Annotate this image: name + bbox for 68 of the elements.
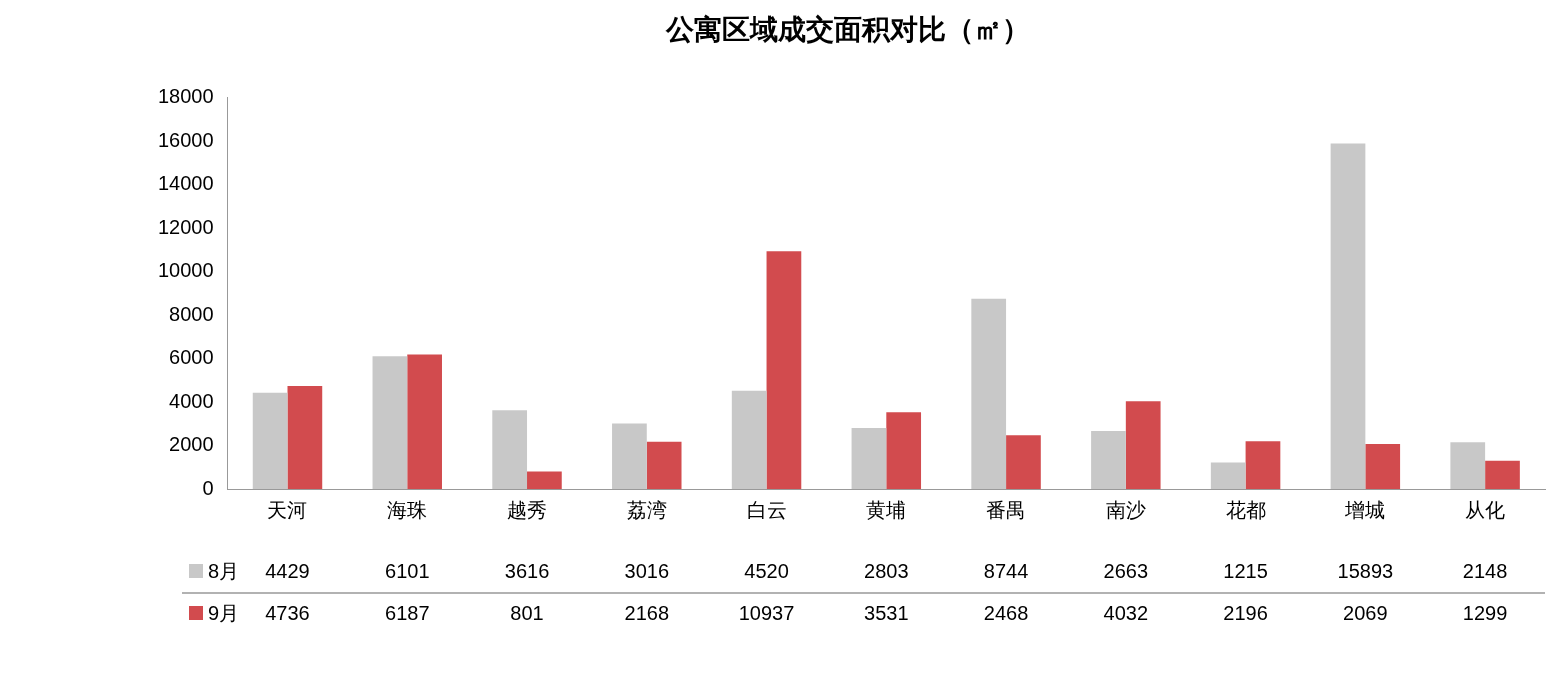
bar: [492, 410, 528, 489]
x-tick-label: 越秀: [507, 498, 548, 521]
bar: [252, 392, 288, 489]
bar: [1365, 444, 1401, 489]
x-tick-label: 荔湾: [626, 498, 667, 521]
data-label: 8744: [983, 559, 1029, 582]
bar: [1330, 143, 1366, 489]
legend-label: 8月: [208, 559, 240, 582]
bar: [1006, 435, 1041, 489]
data-label: 4520: [744, 559, 789, 582]
bar: [971, 298, 1007, 489]
bar: [527, 471, 562, 489]
bar: [646, 441, 682, 489]
data-label: 6101: [385, 559, 430, 582]
bar: [1125, 401, 1161, 489]
legend-label: 9月: [208, 601, 240, 624]
bar: [731, 390, 767, 489]
data-label: 2468: [983, 601, 1029, 624]
data-label: 2148: [1462, 559, 1508, 582]
data-label: 3616: [504, 559, 550, 582]
y-tick-label: 2000: [169, 433, 214, 456]
data-label: 3531: [864, 601, 909, 624]
y-tick-label: 14000: [157, 172, 214, 195]
y-tick-label: 10000: [157, 259, 214, 282]
bar: [372, 356, 408, 489]
bar: [612, 423, 647, 489]
x-tick-label: 黄埔: [866, 498, 907, 521]
data-label: 801: [510, 601, 544, 624]
bar: [1210, 462, 1246, 489]
data-label: 3016: [624, 559, 670, 582]
bar: [1485, 460, 1520, 489]
y-tick-label: 12000: [157, 215, 214, 238]
data-label: 4736: [265, 601, 310, 624]
y-tick-label: 18000: [157, 85, 214, 108]
data-label: 4429: [265, 559, 310, 582]
data-label: 2196: [1223, 601, 1268, 624]
data-label: 10937: [738, 601, 795, 624]
data-label: 2803: [864, 559, 909, 582]
bar: [1091, 431, 1126, 489]
data-label: 2168: [624, 601, 670, 624]
x-tick-label: 增城: [1344, 498, 1386, 521]
x-tick-label: 从化: [1465, 498, 1506, 521]
bar: [1450, 442, 1486, 489]
x-tick-label: 花都: [1225, 498, 1266, 521]
y-tick-label: 0: [202, 476, 214, 499]
bar: [287, 386, 323, 489]
data-label: 2663: [1103, 559, 1149, 582]
bar: [407, 354, 442, 489]
bar: [851, 428, 887, 489]
bar: [1245, 441, 1281, 489]
data-label: 1215: [1223, 559, 1268, 582]
data-label: 15893: [1337, 559, 1394, 582]
x-tick-label: 海珠: [387, 498, 428, 521]
chart-title: 公寓区域成交面积对比（㎡）: [664, 13, 1030, 45]
y-tick-label: 4000: [169, 389, 214, 412]
data-label: 4032: [1103, 601, 1149, 624]
x-tick-label: 天河: [267, 498, 308, 521]
x-tick-label: 白云: [746, 498, 787, 521]
y-tick-label: 8000: [169, 302, 214, 325]
bar: [886, 412, 922, 489]
y-tick-label: 16000: [157, 128, 214, 151]
y-tick-label: 6000: [169, 346, 214, 369]
x-tick-label: 南沙: [1105, 498, 1146, 521]
data-label: 6187: [385, 601, 430, 624]
bar: [766, 251, 802, 489]
x-tick-label: 番禺: [986, 498, 1027, 521]
data-label: 1299: [1462, 601, 1508, 624]
data-label: 2069: [1343, 601, 1388, 624]
